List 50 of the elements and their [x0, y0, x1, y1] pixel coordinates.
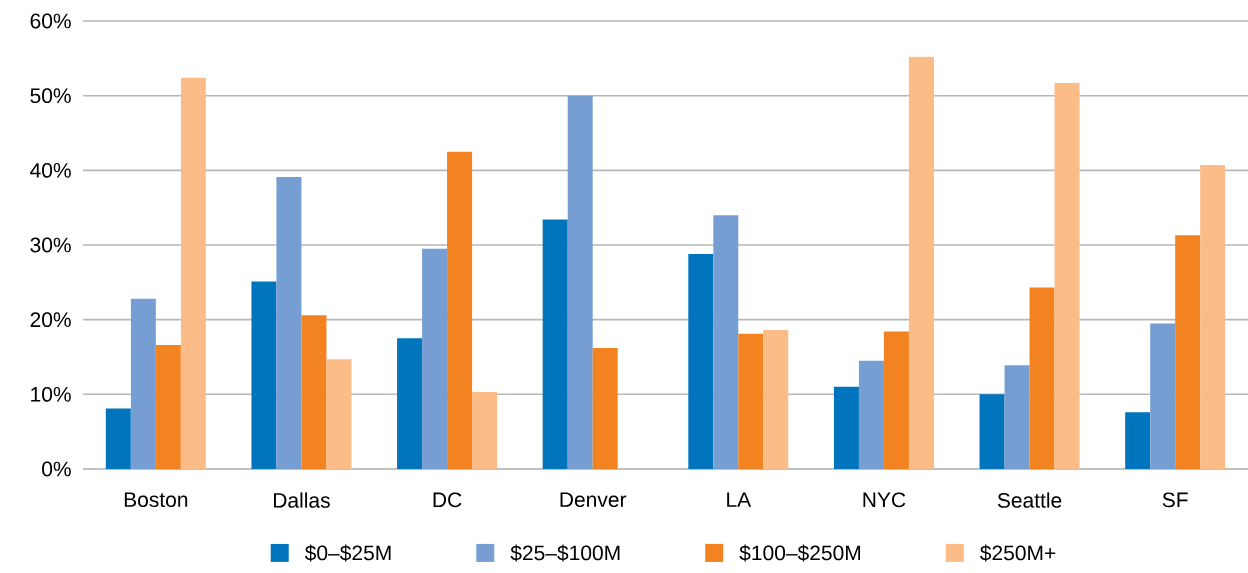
bar	[883, 331, 909, 469]
y-tick-label: 30%	[30, 237, 71, 253]
bar	[1125, 412, 1151, 469]
x-tick-label: SF	[1162, 492, 1188, 508]
legend-label: $25–$100M	[510, 544, 620, 562]
bar	[1029, 287, 1055, 469]
bar	[447, 151, 473, 469]
bar	[301, 315, 327, 469]
bar	[567, 95, 593, 469]
y-tick-label: 10%	[31, 386, 71, 402]
bar	[908, 56, 934, 469]
x-tick-label: Boston	[124, 492, 188, 508]
bar	[713, 215, 739, 469]
legend-label: $0–$25M	[304, 544, 391, 562]
x-tick-label: Seattle	[997, 492, 1062, 508]
x-tick-label: Dallas	[274, 492, 330, 508]
bar	[180, 77, 206, 469]
y-tick-label: 50%	[30, 88, 71, 104]
bar	[472, 392, 498, 469]
bar	[858, 360, 884, 469]
y-tick-label: 0%	[42, 461, 71, 477]
bar	[592, 348, 618, 469]
bar	[1150, 323, 1176, 469]
bar	[1054, 82, 1080, 469]
bar	[105, 408, 131, 469]
y-tick-label: 40%	[30, 162, 71, 178]
bar	[542, 219, 568, 469]
bar	[833, 386, 859, 469]
bar	[763, 330, 789, 469]
bar	[397, 338, 423, 469]
bar	[130, 298, 156, 469]
legend-label: $250M+	[980, 544, 1056, 562]
y-tick-label: 60%	[30, 13, 71, 29]
x-tick-label: NYC	[863, 492, 906, 508]
bar	[979, 394, 1005, 469]
bar	[688, 253, 714, 469]
bar	[1175, 235, 1201, 469]
y-tick-label: 20%	[30, 312, 71, 328]
bar	[326, 359, 352, 469]
x-tick-label: Denver	[560, 492, 627, 508]
bar	[1200, 165, 1226, 469]
bar	[276, 177, 302, 469]
legend-label: $100–$250M	[739, 544, 861, 562]
bar	[155, 345, 181, 469]
x-tick-label: LA	[727, 492, 752, 507]
x-tick-label: DC	[433, 492, 462, 508]
bar	[251, 281, 277, 469]
bar	[738, 333, 764, 469]
bar	[1004, 365, 1030, 469]
bar	[422, 248, 448, 469]
